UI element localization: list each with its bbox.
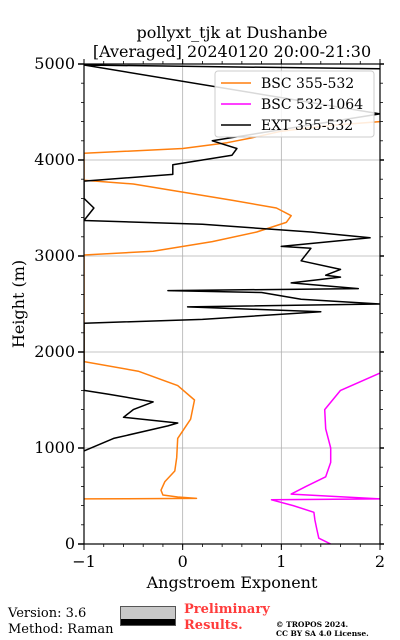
series-line-bsc-532-1064 bbox=[270, 372, 380, 544]
y-axis-label: Height (m) bbox=[9, 260, 28, 348]
legend-label: BSC 532-1064 bbox=[261, 97, 363, 113]
legend: BSC 355-532 BSC 532-1064 EXT 355-532 bbox=[214, 70, 375, 138]
series-group bbox=[84, 64, 380, 544]
y-tick-label: 1000 bbox=[34, 438, 75, 457]
y-tick-label: 3000 bbox=[34, 246, 75, 265]
license-text: CC BY SA 4.0 License. bbox=[276, 629, 369, 638]
plot-frame bbox=[83, 63, 381, 545]
cc-license-badge bbox=[120, 606, 176, 626]
series-line-ext-355-532 bbox=[84, 64, 380, 452]
y-tick-label: 5000 bbox=[34, 54, 75, 73]
series-line-bsc-355-532 bbox=[84, 120, 380, 500]
version-text: Version: 3.6 bbox=[8, 606, 87, 621]
chart: pollyxt_tjk at Dushanbe [Averaged] 20240… bbox=[9, 23, 385, 592]
copyright-text: © TROPOS 2024. bbox=[276, 620, 349, 629]
legend-box bbox=[214, 70, 375, 138]
x-tick-label: 2 bbox=[375, 552, 385, 571]
chart-title-line1: pollyxt_tjk at Dushanbe bbox=[136, 23, 327, 42]
y-tick-label: 0 bbox=[65, 534, 75, 553]
x-tick-label: 1 bbox=[276, 552, 286, 571]
y-tick-label: 2000 bbox=[34, 342, 75, 361]
legend-label: EXT 355-532 bbox=[261, 118, 353, 134]
y-tick-label: 4000 bbox=[34, 150, 75, 169]
x-tick-label: −1 bbox=[72, 552, 96, 571]
chart-title-line2: [Averaged] 20240120 20:00-21:30 bbox=[93, 42, 371, 61]
legend-label: BSC 355-532 bbox=[261, 76, 354, 92]
preliminary-label: Preliminary bbox=[184, 602, 270, 617]
x-axis-label: Angstroem Exponent bbox=[146, 573, 318, 592]
method-text: Method: Raman bbox=[8, 622, 114, 637]
preliminary-results-label: Results. bbox=[184, 618, 243, 633]
x-tick-label: 0 bbox=[178, 552, 188, 571]
